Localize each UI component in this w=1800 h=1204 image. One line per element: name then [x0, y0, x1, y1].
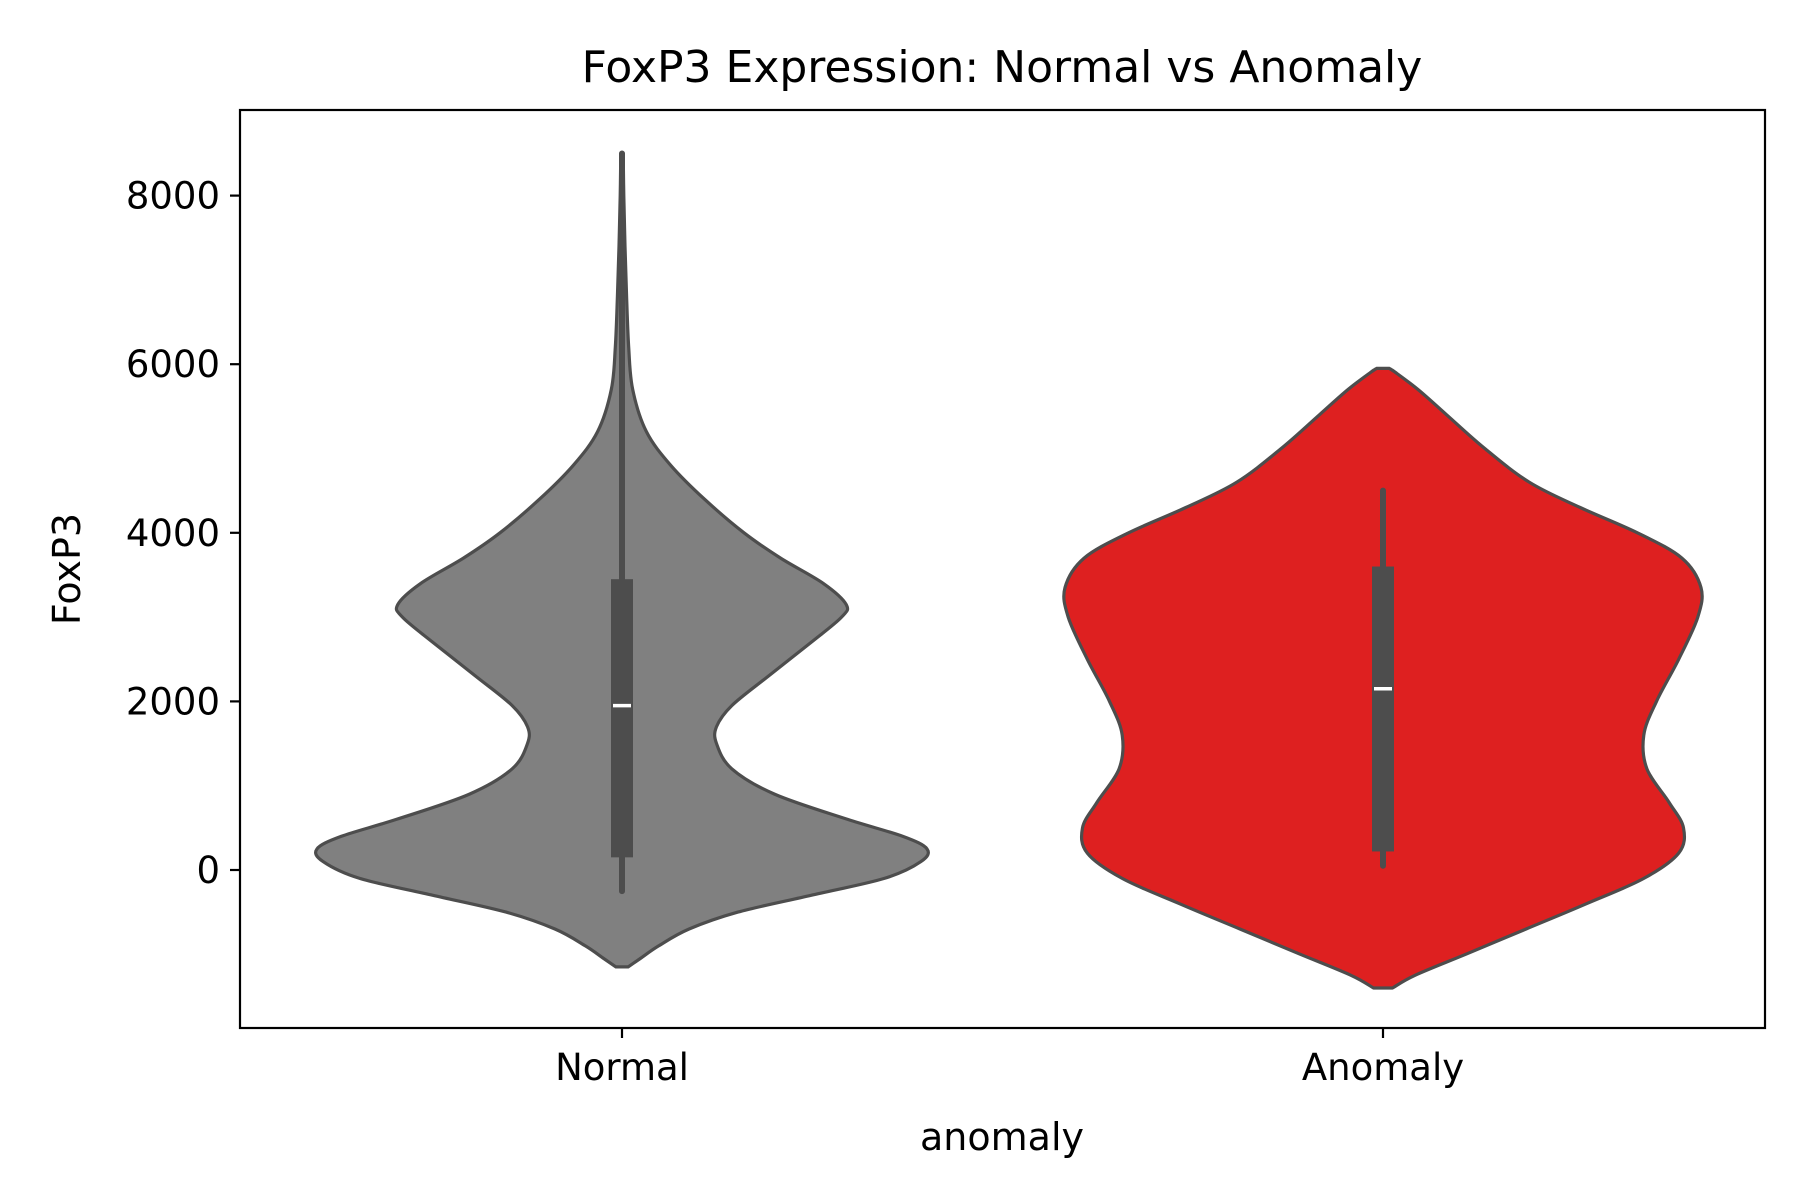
plot-area-frame	[238, 108, 1767, 1030]
x-tick-label-anomaly: Anomaly	[1302, 1046, 1464, 1089]
violin-layer	[314, 151, 1704, 990]
y-tick-label: 6000	[126, 343, 220, 386]
iqr-box-anomaly	[1372, 566, 1394, 852]
y-tick-label: 4000	[126, 512, 220, 555]
y-tick-label: 8000	[126, 175, 220, 218]
y-axis-label: FoxP3	[45, 513, 89, 625]
iqr-box-normal	[611, 579, 633, 858]
x-tick-label-normal: Normal	[555, 1046, 689, 1089]
y-tick-label: 2000	[126, 680, 220, 723]
x-axis-label: anomaly	[920, 1115, 1084, 1159]
y-axis-ticks: 0 2000 4000 6000 8000	[126, 175, 240, 892]
y-tick-label: 0	[196, 849, 220, 892]
box-layer	[611, 150, 1394, 895]
chart-title: FoxP3 Expression: Normal vs Anomaly	[582, 42, 1423, 93]
x-axis-ticks: Normal Anomaly	[555, 1028, 1464, 1089]
